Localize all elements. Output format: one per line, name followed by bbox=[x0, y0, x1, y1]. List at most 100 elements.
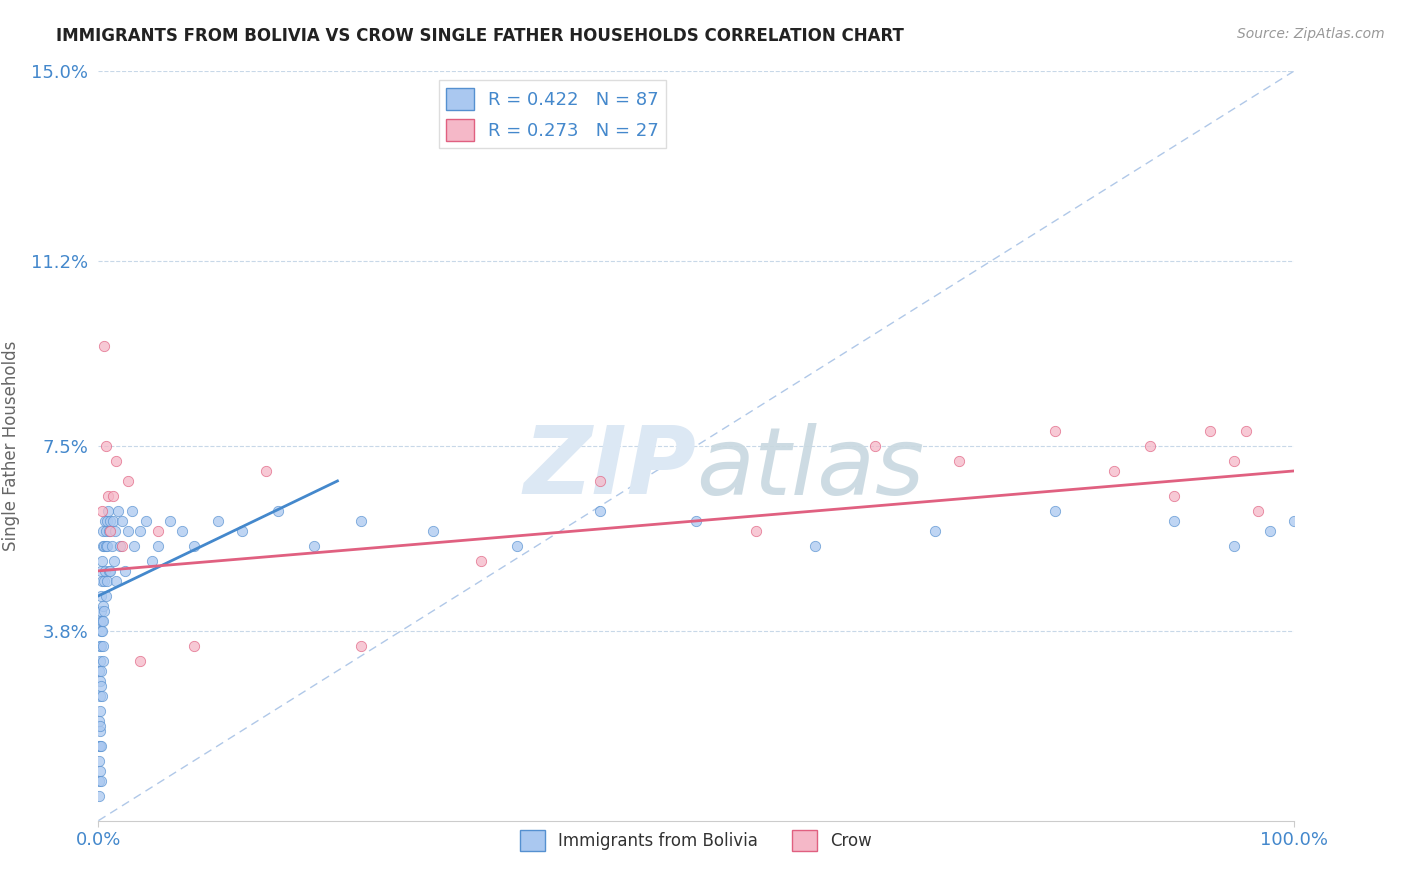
Point bbox=[104, 524, 127, 538]
Text: IMMIGRANTS FROM BOLIVIA VS CROW SINGLE FATHER HOUSEHOLDS CORRELATION CHART: IMMIGRANTS FROM BOLIVIA VS CROW SINGLE F… bbox=[56, 27, 904, 45]
Point bbox=[90, 773, 112, 788]
Point bbox=[90, 589, 112, 603]
Point bbox=[350, 514, 373, 528]
Point bbox=[91, 599, 114, 613]
Point bbox=[1139, 439, 1161, 453]
Point bbox=[101, 514, 124, 528]
Point bbox=[804, 539, 827, 553]
Point bbox=[89, 689, 111, 703]
Point bbox=[1199, 424, 1222, 438]
Point bbox=[1247, 504, 1270, 518]
Point bbox=[97, 564, 120, 578]
Point bbox=[89, 739, 111, 753]
Point bbox=[101, 489, 124, 503]
Point bbox=[89, 719, 111, 733]
Point bbox=[1104, 464, 1126, 478]
Point bbox=[745, 524, 768, 538]
Point bbox=[91, 504, 114, 518]
Point bbox=[111, 514, 134, 528]
Point bbox=[172, 524, 194, 538]
Point bbox=[470, 554, 492, 568]
Point bbox=[89, 773, 111, 788]
Point bbox=[89, 704, 111, 718]
Point bbox=[121, 504, 143, 518]
Point bbox=[103, 554, 125, 568]
Point bbox=[107, 504, 129, 518]
Point bbox=[90, 604, 112, 618]
Point bbox=[124, 539, 146, 553]
Point bbox=[89, 754, 111, 768]
Point bbox=[89, 673, 111, 688]
Point bbox=[90, 679, 112, 693]
Point bbox=[302, 539, 325, 553]
Point bbox=[129, 654, 152, 668]
Point bbox=[948, 454, 970, 468]
Point bbox=[183, 539, 205, 553]
Point bbox=[91, 614, 114, 628]
Point bbox=[98, 564, 122, 578]
Point bbox=[141, 554, 163, 568]
Point bbox=[93, 639, 115, 653]
Point bbox=[96, 524, 118, 538]
Point bbox=[117, 474, 139, 488]
Point bbox=[90, 664, 112, 678]
Point bbox=[1282, 514, 1305, 528]
Point bbox=[90, 574, 112, 588]
Text: ZIP: ZIP bbox=[523, 423, 696, 515]
Y-axis label: Single Father Households: Single Father Households bbox=[1, 341, 20, 551]
Point bbox=[685, 514, 707, 528]
Point bbox=[1223, 454, 1246, 468]
Point bbox=[135, 514, 157, 528]
Point bbox=[1043, 424, 1066, 438]
Point bbox=[506, 539, 529, 553]
Point bbox=[148, 524, 170, 538]
Point bbox=[865, 439, 887, 453]
Point bbox=[350, 639, 373, 653]
Point bbox=[96, 539, 118, 553]
Point bbox=[159, 514, 181, 528]
Point bbox=[94, 589, 117, 603]
Point bbox=[207, 514, 229, 528]
Point bbox=[267, 504, 290, 518]
Point bbox=[96, 514, 118, 528]
Point bbox=[1258, 524, 1281, 538]
Point bbox=[89, 789, 111, 803]
Point bbox=[93, 339, 115, 353]
Legend: Immigrants from Bolivia, Crow: Immigrants from Bolivia, Crow bbox=[513, 823, 879, 857]
Point bbox=[89, 723, 111, 738]
Point bbox=[89, 654, 111, 668]
Point bbox=[589, 504, 612, 518]
Point bbox=[97, 489, 120, 503]
Point bbox=[89, 614, 111, 628]
Point bbox=[91, 539, 114, 553]
Point bbox=[1043, 504, 1066, 518]
Point bbox=[89, 714, 111, 728]
Point bbox=[90, 639, 112, 653]
Point bbox=[105, 454, 128, 468]
Point bbox=[114, 564, 136, 578]
Text: atlas: atlas bbox=[696, 423, 924, 514]
Point bbox=[89, 664, 111, 678]
Point bbox=[98, 524, 121, 538]
Point bbox=[1234, 424, 1257, 438]
Point bbox=[93, 574, 115, 588]
Point bbox=[231, 524, 253, 538]
Point bbox=[105, 574, 128, 588]
Point bbox=[93, 604, 115, 618]
Point bbox=[90, 739, 112, 753]
Point bbox=[89, 764, 111, 778]
Point bbox=[108, 539, 131, 553]
Text: Source: ZipAtlas.com: Source: ZipAtlas.com bbox=[1237, 27, 1385, 41]
Point bbox=[94, 564, 117, 578]
Point bbox=[91, 524, 114, 538]
Point bbox=[100, 539, 122, 553]
Point bbox=[91, 624, 114, 638]
Point bbox=[1163, 514, 1185, 528]
Point bbox=[93, 514, 115, 528]
Point bbox=[90, 564, 112, 578]
Point bbox=[129, 524, 152, 538]
Point bbox=[94, 439, 117, 453]
Point bbox=[90, 689, 112, 703]
Point bbox=[1163, 489, 1185, 503]
Point bbox=[1223, 539, 1246, 553]
